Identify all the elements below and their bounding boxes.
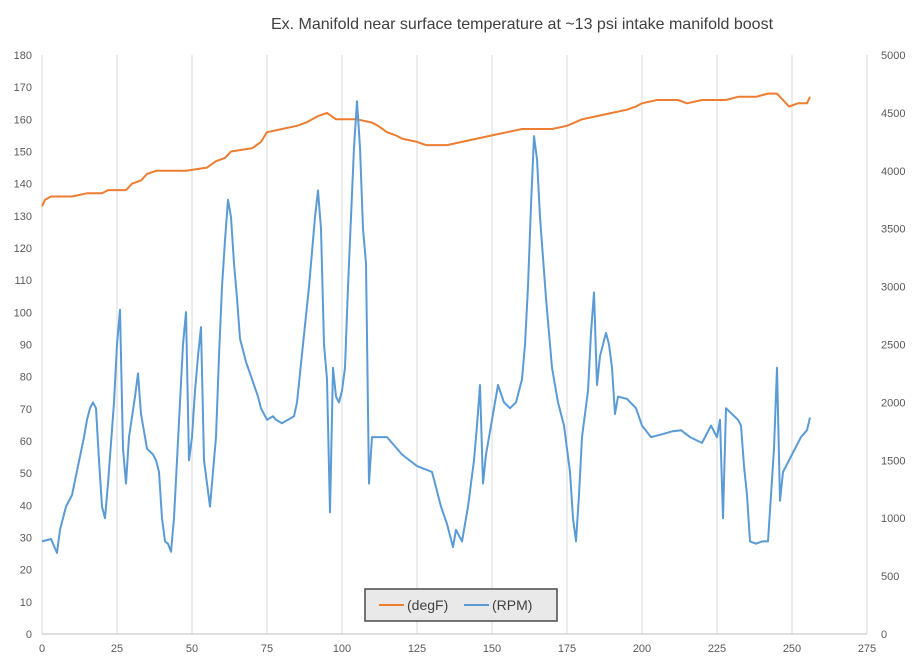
series-line-rpm [41,100,811,554]
y-axis-right: 0 500 1000 1500 2000 2500 3000 3500 4000 4500 5000 [881,50,905,641]
y-left-tick-label: 150 [14,147,32,159]
y-right-tick-label: 1500 [881,455,905,467]
gridlines [41,55,868,635]
y-right-tick-label: 0 [881,629,887,641]
y-left-tick-label: 130 [14,211,32,223]
x-tick-label: 250 [783,643,801,655]
x-tick-label: 225 [708,643,726,655]
x-tick-label: 100 [333,643,351,655]
y-left-tick-label: 180 [14,50,32,62]
x-axis: 0 25 50 75 100 125 150 175 200 225 250 275 [39,643,876,655]
x-tick-label: 25 [111,643,123,655]
legend-label-rpm: (RPM) [492,597,532,613]
y-left-tick-label: 160 [14,114,32,126]
y-axis-left: 0 10 20 30 40 50 60 70 80 90 100 110 120 130 140 150 160… [14,50,32,641]
legend: (degF) (RPM) [364,588,558,622]
x-tick-label: 275 [858,643,876,655]
y-left-tick-label: 120 [14,243,32,255]
y-left-tick-label: 100 [14,307,32,319]
x-tick-label: 175 [558,643,576,655]
y-right-tick-label: 500 [881,571,899,583]
legend-label-degf: (degF) [407,597,448,613]
legend-box [364,588,558,622]
y-left-tick-label: 10 [20,597,32,609]
y-left-tick-label: 80 [20,372,32,384]
y-left-tick-label: 140 [14,179,32,191]
x-tick-label: 0 [39,643,45,655]
x-tick-label: 75 [261,643,273,655]
x-tick-label: 50 [186,643,198,655]
y-right-tick-label: 3000 [881,282,905,294]
y-right-tick-label: 3500 [881,224,905,236]
y-right-tick-label: 5000 [881,50,905,62]
y-left-tick-label: 50 [20,468,32,480]
y-left-tick-label: 40 [20,500,32,512]
x-tick-label: 150 [483,643,501,655]
y-right-tick-label: 2000 [881,397,905,409]
y-left-tick-label: 90 [20,340,32,352]
y-right-tick-label: 4500 [881,108,905,120]
y-left-tick-label: 60 [20,436,32,448]
y-right-tick-label: 4000 [881,166,905,178]
chart-title: Ex. Manifold near surface temperature at… [271,16,774,33]
y-left-tick-label: 0 [26,629,32,641]
y-right-tick-label: 1000 [881,513,905,525]
y-left-tick-label: 20 [20,565,32,577]
series-line-degf [41,92,811,207]
y-left-tick-label: 70 [20,404,32,416]
y-left-tick-label: 170 [14,82,32,94]
y-left-tick-label: 110 [14,275,32,287]
x-tick-label: 125 [408,643,426,655]
series-layer [41,92,811,554]
y-right-tick-label: 2500 [881,340,905,352]
y-left-tick-label: 30 [20,533,32,545]
x-tick-label: 200 [633,643,651,655]
